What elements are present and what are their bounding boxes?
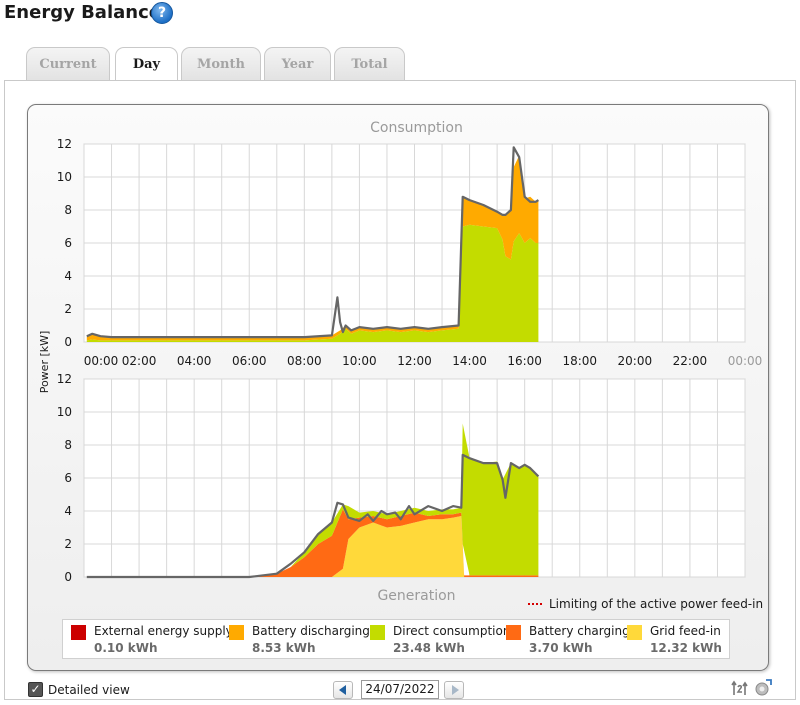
y-tick-label: 12 <box>57 137 72 151</box>
y-tick-label: 2 <box>64 302 72 316</box>
series-area-direct-consumption <box>86 423 539 577</box>
legend-label: External energy supply <box>94 624 233 638</box>
tab-year[interactable]: Year <box>264 47 331 81</box>
tab-current[interactable]: Current <box>26 47 110 81</box>
previous-day-button[interactable] <box>333 681 353 699</box>
y-tick-label: 8 <box>64 438 72 452</box>
legend-value: 8.53 kWh <box>252 641 316 655</box>
y-tick-label: 4 <box>64 269 72 283</box>
x-tick-label: 08:00 <box>287 354 322 368</box>
y-tick-label: 0 <box>64 570 72 584</box>
date-field[interactable]: 24/07/2022 <box>361 680 439 699</box>
x-tick-label: 04:00 <box>177 354 212 368</box>
y-tick-label: 2 <box>64 537 72 551</box>
legend-label: Direct consumption <box>393 624 511 638</box>
legend-swatch <box>229 625 244 640</box>
tab-month[interactable]: Month <box>181 47 261 81</box>
legend-swatch <box>71 625 86 640</box>
total-line <box>86 146 539 339</box>
limit-line-indicator <box>528 603 542 605</box>
legend-item-battery-charging[interactable]: Battery charging 3.70 kWh <box>506 620 630 660</box>
y-tick-label: 0 <box>64 335 72 349</box>
legend-value: 23.48 kWh <box>393 641 465 655</box>
y-tick-label: 6 <box>64 236 72 250</box>
arrow-left-icon <box>339 685 346 695</box>
legend-swatch <box>370 625 385 640</box>
total-line <box>86 453 540 579</box>
tab-day[interactable]: Day <box>115 47 178 82</box>
x-tick-label: 00:00 <box>728 354 763 368</box>
y-axis-label: Power [kW] <box>38 331 51 394</box>
y-tick-label: 6 <box>64 471 72 485</box>
legend-item-grid-feed-in[interactable]: Grid feed-in 12.32 kWh <box>627 620 727 660</box>
x-tick-label: 12:00 <box>397 354 432 368</box>
legend-label: Battery charging <box>529 624 630 638</box>
arrow-right-icon <box>452 685 459 695</box>
tab-total[interactable]: Total <box>334 47 405 81</box>
detailed-view-label: Detailed view <box>48 683 130 697</box>
legend-item-battery-discharging[interactable]: Battery discharging 8.53 kWh <box>229 620 370 660</box>
legend-swatch <box>627 625 642 640</box>
help-icon[interactable]: ? <box>151 2 173 24</box>
x-tick-label: 06:00 <box>232 354 267 368</box>
legend-value: 12.32 kWh <box>650 641 722 655</box>
legend-item-direct-consumption[interactable]: Direct consumption 23.48 kWh <box>370 620 510 660</box>
next-day-button[interactable] <box>444 681 464 699</box>
x-tick-label: 20:00 <box>618 354 653 368</box>
legend-item-external-supply[interactable]: External energy supply 0.10 kWh <box>71 620 233 660</box>
legend-swatch <box>506 625 521 640</box>
x-tick-label: 14:00 <box>452 354 487 368</box>
x-tick-label: 00:00 <box>84 354 119 368</box>
series-area-direct-consumption <box>86 224 539 342</box>
series-area-battery-charging <box>86 509 539 577</box>
y-tick-label: 12 <box>57 372 72 386</box>
series-area-grid-feed-in <box>86 516 539 577</box>
chart-title: Generation <box>377 588 455 604</box>
x-tick-label: 18:00 <box>562 354 597 368</box>
detailed-view-checkbox[interactable]: ✓ <box>28 682 43 697</box>
limit-note: Limiting of the active power feed-in <box>549 597 764 611</box>
chart-title: Consumption <box>370 120 463 136</box>
legend: External energy supply 0.10 kWh Battery … <box>62 619 730 659</box>
export-icon[interactable] <box>754 679 772 697</box>
x-tick-label: 22:00 <box>673 354 708 368</box>
y-tick-label: 4 <box>64 504 72 518</box>
generation-chart: 0 2 4 6 8 10 12 Generation <box>57 372 746 604</box>
x-tick-label: 02:00 <box>122 354 157 368</box>
y-tick-label: 8 <box>64 203 72 217</box>
y-tick-label: 10 <box>57 405 72 419</box>
legend-value: 3.70 kWh <box>529 641 593 655</box>
legend-label: Battery discharging <box>252 624 370 638</box>
y-tick-label: 10 <box>57 170 72 184</box>
page-title: Energy Balance <box>4 2 161 23</box>
legend-value: 0.10 kWh <box>94 641 158 655</box>
scale-axis-icon[interactable] <box>731 679 749 697</box>
x-tick-label: 10:00 <box>342 354 377 368</box>
legend-label: Grid feed-in <box>650 624 721 638</box>
x-tick-label: 16:00 <box>507 354 542 368</box>
